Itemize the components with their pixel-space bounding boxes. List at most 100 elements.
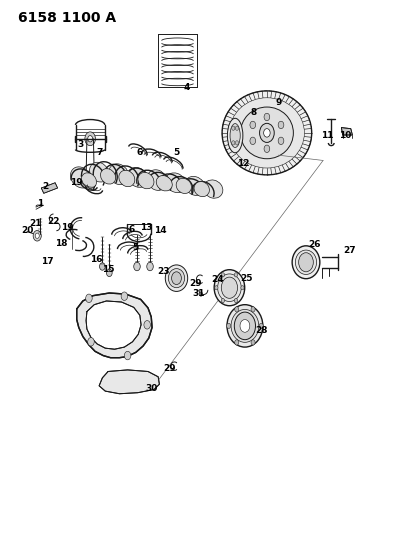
Ellipse shape bbox=[294, 250, 316, 274]
Circle shape bbox=[171, 272, 181, 285]
Circle shape bbox=[263, 128, 270, 137]
Text: 17: 17 bbox=[40, 257, 53, 265]
Circle shape bbox=[221, 273, 224, 277]
Circle shape bbox=[214, 286, 218, 290]
Circle shape bbox=[240, 286, 243, 290]
Text: 13: 13 bbox=[139, 223, 152, 232]
Text: 20: 20 bbox=[21, 226, 33, 235]
Text: 21: 21 bbox=[29, 219, 41, 228]
Circle shape bbox=[235, 141, 238, 145]
Text: 27: 27 bbox=[342, 246, 355, 255]
Text: 18: 18 bbox=[55, 239, 68, 248]
Circle shape bbox=[234, 312, 255, 340]
Ellipse shape bbox=[229, 98, 303, 168]
Text: 6: 6 bbox=[136, 148, 143, 157]
Ellipse shape bbox=[119, 170, 135, 187]
Circle shape bbox=[250, 306, 254, 312]
Circle shape bbox=[234, 273, 237, 277]
Polygon shape bbox=[86, 301, 141, 349]
Ellipse shape bbox=[203, 180, 222, 198]
Circle shape bbox=[263, 114, 269, 120]
Text: 10: 10 bbox=[339, 131, 351, 140]
Circle shape bbox=[263, 145, 269, 152]
Ellipse shape bbox=[176, 179, 191, 193]
Ellipse shape bbox=[146, 169, 166, 190]
Circle shape bbox=[234, 340, 238, 345]
Circle shape bbox=[133, 262, 140, 271]
Text: 14: 14 bbox=[153, 227, 166, 236]
Text: 5: 5 bbox=[173, 148, 179, 157]
Ellipse shape bbox=[100, 168, 115, 184]
Text: 11: 11 bbox=[320, 131, 333, 140]
Text: 31: 31 bbox=[192, 288, 204, 297]
Circle shape bbox=[249, 121, 255, 128]
Circle shape bbox=[221, 298, 224, 303]
Ellipse shape bbox=[217, 274, 240, 302]
Polygon shape bbox=[76, 293, 152, 358]
Text: 1: 1 bbox=[37, 199, 43, 208]
Text: 19: 19 bbox=[61, 223, 74, 232]
Text: 8: 8 bbox=[250, 108, 256, 117]
Circle shape bbox=[99, 263, 105, 270]
Text: 3: 3 bbox=[77, 140, 84, 149]
Text: 12: 12 bbox=[237, 159, 249, 167]
Circle shape bbox=[88, 337, 94, 346]
Text: 29: 29 bbox=[163, 364, 175, 373]
Ellipse shape bbox=[156, 175, 172, 191]
Circle shape bbox=[258, 323, 263, 328]
Polygon shape bbox=[41, 183, 57, 193]
Text: 26: 26 bbox=[307, 240, 319, 249]
Ellipse shape bbox=[227, 305, 262, 347]
Circle shape bbox=[199, 292, 202, 296]
Text: 4: 4 bbox=[183, 83, 189, 92]
Ellipse shape bbox=[70, 167, 91, 188]
Ellipse shape bbox=[222, 91, 311, 175]
Circle shape bbox=[146, 262, 153, 271]
Circle shape bbox=[231, 141, 234, 145]
Circle shape bbox=[235, 126, 238, 130]
Text: 28: 28 bbox=[254, 326, 267, 335]
Ellipse shape bbox=[292, 246, 319, 279]
Text: 25: 25 bbox=[240, 274, 253, 283]
Circle shape bbox=[250, 340, 254, 345]
Circle shape bbox=[221, 277, 237, 298]
Circle shape bbox=[226, 323, 230, 328]
Text: 23: 23 bbox=[157, 268, 169, 276]
Text: 6158 1100 A: 6158 1100 A bbox=[18, 11, 115, 25]
Text: 2: 2 bbox=[42, 182, 48, 191]
Ellipse shape bbox=[127, 167, 148, 188]
Text: 30: 30 bbox=[146, 384, 158, 393]
Circle shape bbox=[85, 132, 95, 146]
Circle shape bbox=[87, 172, 93, 181]
Text: 19: 19 bbox=[70, 178, 83, 187]
Ellipse shape bbox=[89, 162, 108, 182]
Polygon shape bbox=[99, 370, 159, 394]
Circle shape bbox=[298, 253, 312, 272]
Text: 7: 7 bbox=[96, 148, 102, 157]
Text: 29: 29 bbox=[189, 279, 202, 288]
Ellipse shape bbox=[184, 176, 204, 196]
Text: 24: 24 bbox=[210, 275, 223, 284]
Circle shape bbox=[33, 230, 41, 241]
Circle shape bbox=[88, 135, 92, 142]
Ellipse shape bbox=[213, 270, 244, 306]
Polygon shape bbox=[341, 127, 352, 135]
Ellipse shape bbox=[165, 173, 186, 192]
Circle shape bbox=[239, 319, 249, 332]
Ellipse shape bbox=[240, 107, 293, 159]
Circle shape bbox=[234, 298, 237, 303]
Circle shape bbox=[234, 306, 238, 312]
Ellipse shape bbox=[108, 164, 128, 184]
Text: 6: 6 bbox=[128, 225, 135, 234]
Ellipse shape bbox=[227, 118, 242, 153]
Ellipse shape bbox=[193, 182, 209, 197]
Ellipse shape bbox=[137, 172, 154, 189]
Circle shape bbox=[277, 121, 283, 128]
Circle shape bbox=[35, 233, 39, 238]
Text: 9: 9 bbox=[274, 98, 281, 107]
Circle shape bbox=[124, 351, 130, 360]
Circle shape bbox=[85, 294, 92, 303]
Ellipse shape bbox=[229, 124, 240, 148]
Circle shape bbox=[121, 292, 127, 301]
Circle shape bbox=[106, 269, 112, 277]
